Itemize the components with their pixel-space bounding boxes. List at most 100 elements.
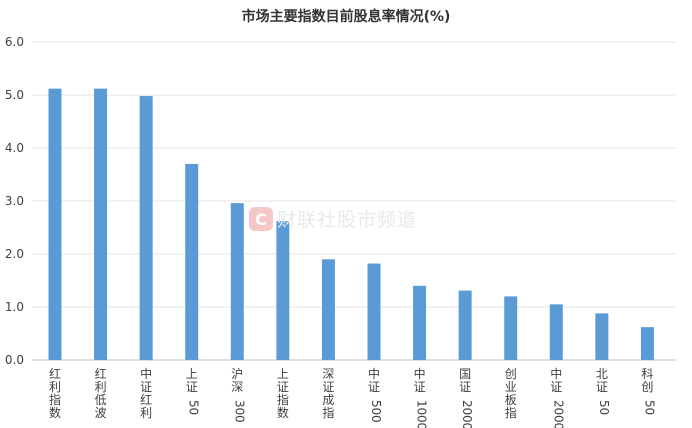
x-tick-char: 5: [187, 400, 201, 408]
x-tick-char: 数: [277, 405, 289, 420]
x-tick-char: 利: [95, 380, 107, 394]
chart-title: 市场主要指数目前股息率情况(%): [242, 8, 451, 25]
x-tick-char: 0: [187, 408, 201, 416]
x-tick-char: 利: [140, 406, 152, 420]
y-tick-label: 3.0: [5, 194, 24, 208]
x-tick-char: 中: [368, 366, 380, 381]
y-tick-label: 5.0: [5, 88, 24, 102]
bar: [549, 304, 563, 360]
x-tick-char: 0: [415, 415, 429, 423]
x-tick-char: 0: [551, 415, 565, 423]
x-tick-char: 0: [642, 408, 656, 416]
x-tick-char: 证: [596, 380, 608, 394]
x-tick-char: 中: [550, 366, 562, 381]
x-tick-char: 0: [460, 408, 474, 416]
x-tick-char: 成: [322, 393, 334, 407]
y-tick-label: 1.0: [5, 300, 24, 314]
x-tick-char: 中: [140, 366, 152, 381]
x-tick-char: 国: [459, 367, 471, 381]
x-tick-char: 利: [49, 380, 61, 394]
x-tick-char: 证: [459, 380, 471, 394]
x-tick-char: 2: [551, 400, 565, 408]
watermark-logo-letter: C: [255, 210, 267, 229]
x-tick-char: 0: [551, 423, 565, 428]
x-tick-char: 北: [596, 367, 608, 381]
x-tick-char: 5: [369, 400, 383, 408]
bars: [48, 88, 654, 360]
x-tick-char: 低: [95, 393, 107, 407]
watermark-logo-icon: [249, 207, 273, 231]
x-tick-label: 科创 50: [641, 367, 656, 415]
bar: [185, 163, 199, 360]
bar: [139, 96, 153, 360]
bar: [458, 290, 472, 360]
x-tick-char: 创: [641, 380, 653, 394]
x-tick-char: 创: [505, 367, 517, 381]
x-tick-char: 红: [49, 366, 61, 381]
x-tick-char: 0: [369, 408, 383, 416]
x-tick-char: 指: [322, 405, 334, 420]
x-tick-char: 深: [231, 380, 243, 394]
x-tick-char: 指: [277, 392, 289, 407]
x-tick-char: 0: [369, 415, 383, 423]
bar: [504, 296, 518, 360]
gridlines: [32, 41, 676, 361]
x-tick-char: 沪: [231, 367, 243, 381]
x-tick-char: 上: [277, 367, 289, 381]
bar: [276, 221, 290, 360]
x-tick-char: 0: [232, 415, 246, 423]
x-tick-char: 科: [641, 367, 653, 381]
y-tick-label: 4.0: [5, 141, 24, 155]
x-tick-char: 证: [368, 380, 380, 394]
y-tick-label: 0.0: [5, 353, 24, 367]
x-tick-char: 上: [186, 367, 198, 381]
bar: [640, 327, 654, 360]
bar: [321, 259, 335, 360]
y-tick-label: 2.0: [5, 247, 24, 261]
x-tick-char: 2: [460, 400, 474, 408]
x-tick-char: 红: [95, 366, 107, 381]
y-axis-ticks: 0.0 1.0 2.0 3.0 4.0 5.0 6.0: [5, 35, 24, 367]
x-tick-char: 指: [505, 405, 517, 420]
x-tick-char: 0: [415, 408, 429, 416]
x-tick-char: 0: [551, 408, 565, 416]
x-tick-char: 波: [95, 406, 107, 420]
x-tick-char: 证: [550, 380, 562, 394]
watermark-text: 财联社股市频道: [277, 209, 417, 231]
bar: [595, 313, 609, 360]
x-tick-char: 0: [460, 423, 474, 428]
x-tick-char: 证: [322, 380, 334, 394]
x-tick-char: 数: [49, 405, 61, 420]
x-tick-char: 证: [186, 380, 198, 394]
x-tick-char: 深: [322, 367, 334, 381]
x-tick-char: 证: [140, 380, 152, 394]
watermark: C 财联社股市频道: [249, 207, 417, 231]
x-tick-char: 5: [597, 400, 611, 408]
x-tick-char: 证: [277, 380, 289, 394]
x-tick-char: 1: [415, 400, 429, 408]
x-tick-label: 北证 50: [596, 367, 611, 415]
bar: [48, 88, 62, 360]
x-tick-char: 业: [505, 380, 517, 394]
x-tick-char: 证: [414, 380, 426, 394]
x-tick-char: 0: [415, 423, 429, 428]
x-axis-ticks: 红利指数红利低波中证红利上证50沪深300上证指数深证成指中证500中证1000…: [49, 366, 656, 428]
x-tick-char: 0: [597, 408, 611, 416]
bar: [230, 203, 244, 360]
x-tick-char: 板: [505, 393, 517, 407]
x-tick-label: 上证 50: [186, 367, 201, 415]
x-tick-char: 0: [460, 415, 474, 423]
x-tick-char: 0: [232, 408, 246, 416]
